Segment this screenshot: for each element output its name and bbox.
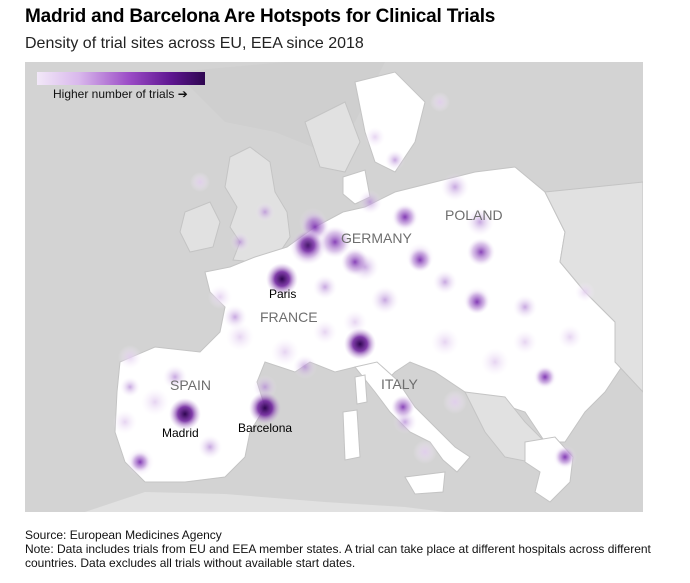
density-faint-spots: [113, 92, 595, 464]
legend-gradient-bar: [37, 72, 205, 85]
north-africa-shape: [85, 492, 445, 512]
corsica-shape: [354, 374, 368, 405]
label-spain: SPAIN: [170, 377, 211, 393]
hotspot-benelux: [294, 231, 322, 259]
hotspot-madrid: [169, 398, 201, 430]
chart-title: Madrid and Barcelona Are Hotspots for Cl…: [25, 6, 496, 27]
ireland-shape: [179, 201, 221, 253]
label-paris: Paris: [269, 287, 296, 301]
europe-map: GERMANY POLAND FRANCE SPAIN ITALY Paris …: [25, 62, 643, 512]
label-italy: ITALY: [381, 376, 418, 392]
label-barcelona: Barcelona: [238, 421, 292, 435]
hotspot-milan: [344, 328, 376, 360]
sardinia-shape: [342, 409, 361, 461]
sicily-shape: [404, 471, 446, 495]
eastern-europe-shape: [544, 181, 643, 393]
source-note: Source: European Medicines Agency: [25, 528, 222, 542]
legend-label: Higher number of trials ➔: [53, 87, 188, 101]
hotspot-paris: [266, 263, 298, 295]
label-germany: GERMANY: [341, 230, 412, 246]
chart-subtitle: Density of trial sites across EU, EEA si…: [25, 35, 364, 52]
label-madrid: Madrid: [162, 426, 199, 440]
density-hotspots: [169, 231, 376, 430]
hotspot-barcelona: [249, 392, 281, 424]
label-france: FRANCE: [260, 309, 318, 325]
label-poland: POLAND: [445, 207, 503, 223]
footnote: Note: Data includes trials from EU and E…: [25, 542, 651, 570]
norway-shape: [304, 101, 361, 173]
